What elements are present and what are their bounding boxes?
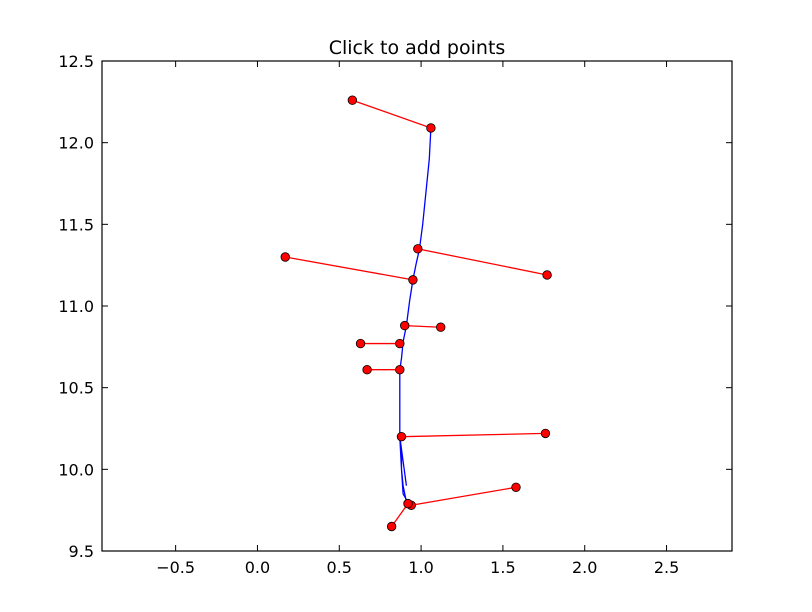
x-tick-label: 2.0 [572,558,597,577]
data-point-marker [413,244,423,254]
y-tick-label: 11.0 [58,297,94,316]
data-point-marker [540,428,551,439]
data-point-marker [355,338,366,349]
data-point-marker [426,123,436,133]
segment-line [401,432,546,438]
segment-line [352,99,432,129]
markers-layer [280,95,552,532]
x-tick-label: 1.5 [490,558,515,577]
x-tick-label: 0.5 [327,558,352,577]
axes-frame [101,60,733,552]
data-point-marker [542,270,552,280]
data-point-marker [280,252,290,262]
x-tick-label: 2.5 [654,558,679,577]
segment-line [404,324,441,328]
data-point-marker [362,365,372,375]
ticks-layer [102,60,732,552]
data-point-marker [395,338,405,349]
data-point-marker [396,431,407,442]
y-tick-label: 12.5 [58,52,94,71]
x-tick-label: 0.0 [245,558,270,577]
data-point-marker [400,320,410,331]
segment-line [285,256,414,281]
data-point-marker [408,275,418,285]
segment-line [417,248,548,276]
data-point-marker [436,322,446,332]
y-tick-label: 11.5 [58,215,94,234]
y-tick-label: 10.5 [58,379,94,398]
y-tick-label: 9.5 [69,542,94,561]
data-point-marker [403,498,413,509]
x-tick-label: 1.0 [408,558,433,577]
data-point-marker [386,521,397,532]
data-point-marker [347,95,358,105]
y-tick-label: 12.0 [58,134,94,153]
data-point-marker [511,482,521,493]
x-tick-label: −0.5 [156,558,195,577]
chart-title: Click to add points [329,37,506,59]
y-tick-label: 10.0 [58,460,94,479]
text-layer: Click to add points −0.5 0.0 0.5 1.0 1.5 2.0 2… [58,37,679,577]
segments-layer [285,99,548,527]
plot-area [101,60,733,552]
segment-line [411,486,517,506]
data-point-marker [395,365,405,375]
